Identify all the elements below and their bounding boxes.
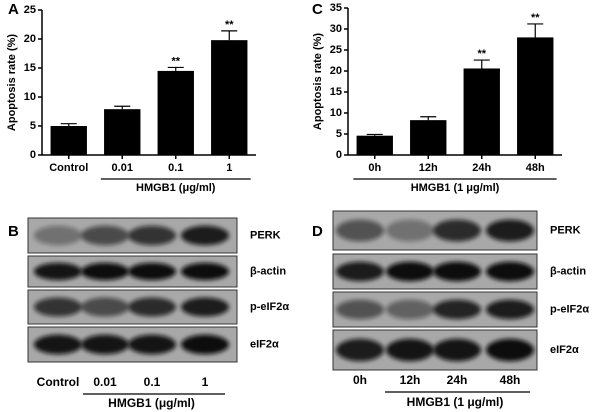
y-tick-label: 0 [30, 149, 36, 161]
lane-label: 1 [202, 375, 209, 389]
blot-band [486, 261, 534, 282]
lane-label: 12h [400, 373, 421, 387]
significance: ** [531, 12, 540, 24]
bar [410, 120, 447, 155]
blot-band [336, 219, 384, 242]
blot-band [486, 338, 534, 362]
y-tick-label: 25 [330, 44, 342, 56]
blot-band [128, 334, 176, 355]
blot-row-label: p-eIF2α [250, 301, 289, 313]
y-tick-label: 20 [330, 65, 342, 77]
significance: ** [477, 48, 486, 60]
x-axis-label: HMGB1 (1 μg/ml) [407, 395, 504, 409]
panel-label: A [8, 1, 19, 18]
blot-row-label: p-eIF2α [550, 303, 589, 315]
blot-row-label: eIF2α [550, 344, 579, 356]
bar [211, 40, 248, 155]
blot-row-label: eIF2α [250, 338, 279, 350]
bar [463, 68, 500, 155]
y-tick-label: 5 [336, 128, 342, 140]
blot-band [486, 299, 534, 320]
x-tick-label: 0h [368, 162, 381, 174]
y-axis-label: Apoptosis rate (%) [6, 34, 18, 132]
bar [50, 126, 87, 155]
x-tick-label: 0.01 [112, 162, 133, 174]
blot-band [34, 225, 82, 246]
blot-band [81, 334, 129, 355]
bar [517, 37, 554, 155]
lane-label: 24h [447, 373, 468, 387]
x-tick-label: 0.1 [168, 162, 183, 174]
blot-band [386, 338, 434, 362]
lane-label: Control [37, 375, 80, 389]
blot-band [81, 297, 129, 317]
x-axis-label: HMGB1 (μg/ml) [136, 182, 216, 194]
lane-label: 0.01 [93, 375, 117, 389]
blot-band [128, 225, 176, 246]
panel-label: B [8, 223, 19, 240]
y-tick-label: 15 [330, 86, 342, 98]
blot-row-label: β-actin [250, 265, 286, 277]
blot-band [128, 297, 176, 317]
y-tick-label: 25 [24, 4, 36, 16]
blot-row-label: PERK [550, 224, 581, 236]
y-tick-label: 10 [24, 91, 36, 103]
blot-band [386, 261, 434, 282]
blot-band [386, 219, 434, 242]
blot-band [128, 262, 176, 281]
blot-band [336, 261, 384, 282]
blot-band [386, 299, 434, 320]
lane-label: 48h [500, 373, 521, 387]
blot-row-label: β-actin [550, 265, 586, 277]
y-tick-label: 0 [336, 149, 342, 161]
y-tick-label: 30 [330, 23, 342, 35]
blot-band [34, 262, 82, 281]
blot-band [81, 225, 129, 246]
x-axis-label: HMGB1 (μg/ml) [108, 396, 195, 410]
y-tick-label: 10 [330, 107, 342, 119]
y-axis-label: Apoptosis rate (%) [312, 33, 324, 131]
blot-band [336, 338, 384, 362]
blot-band [433, 299, 481, 320]
blot-band [433, 338, 481, 362]
panel-label: D [312, 223, 323, 240]
blot-band [433, 219, 481, 242]
blot-band [336, 299, 384, 320]
y-tick-label: 35 [330, 2, 342, 14]
x-tick-label: 24h [472, 162, 491, 174]
bar [157, 70, 194, 155]
x-tick-label: 1 [226, 162, 232, 174]
panel-label: C [312, 1, 323, 18]
blot-band [181, 262, 229, 281]
blot-band [181, 297, 229, 317]
blot-band [34, 297, 82, 317]
blot-band [34, 334, 82, 355]
x-tick-label: Control [49, 162, 88, 174]
x-axis-label: HMGB1 (1 μg/ml) [411, 182, 500, 194]
blot-band [486, 219, 534, 242]
blot-row-label: PERK [250, 229, 281, 241]
y-tick-label: 20 [24, 33, 36, 45]
blot-band [181, 334, 229, 355]
blot-band [433, 261, 481, 282]
y-tick-label: 5 [30, 120, 36, 132]
lane-label: 0.1 [144, 375, 161, 389]
significance: ** [225, 19, 234, 31]
blot-band [81, 262, 129, 281]
significance: ** [171, 55, 180, 67]
x-tick-label: 12h [419, 162, 438, 174]
bar [104, 109, 141, 155]
y-tick-label: 15 [24, 62, 36, 74]
blot-band [181, 225, 229, 246]
x-tick-label: 48h [526, 162, 545, 174]
lane-label: 0h [353, 373, 367, 387]
bar [356, 135, 393, 155]
